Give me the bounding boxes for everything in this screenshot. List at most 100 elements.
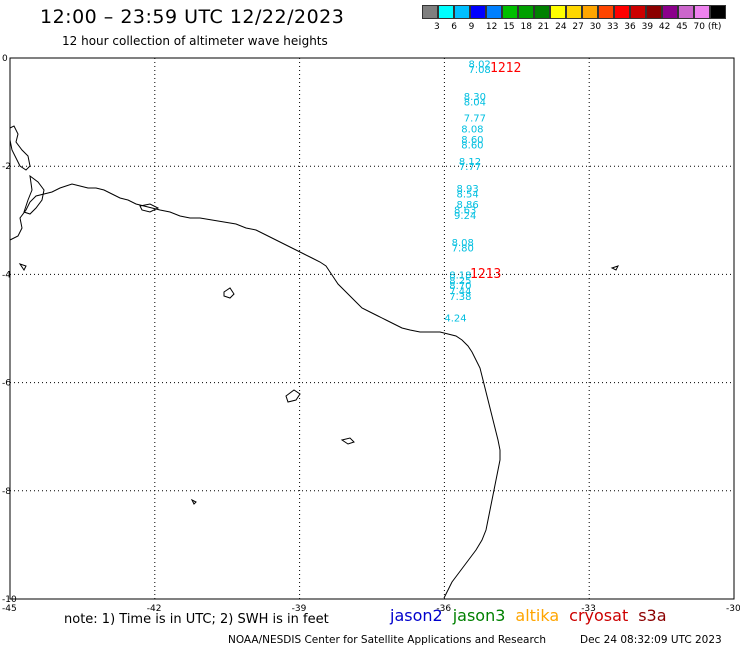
latitude-tick-label: -8 bbox=[2, 487, 11, 497]
color-swatch bbox=[550, 5, 566, 19]
wave-height-value: 8.63 bbox=[454, 205, 476, 216]
island-outline bbox=[190, 498, 197, 505]
track-time-label: 1213 bbox=[470, 267, 501, 282]
color-swatch bbox=[454, 5, 470, 19]
wave-height-value: 8.60 bbox=[461, 141, 483, 152]
color-scale-label: 21 bbox=[537, 22, 550, 32]
island-outline bbox=[610, 265, 619, 271]
color-scale-label: 36 bbox=[624, 22, 636, 32]
wave-height-value: 8.18 bbox=[449, 270, 471, 281]
wave-height-value: 4.24 bbox=[444, 314, 466, 325]
island-outline bbox=[9, 125, 31, 171]
chart-subtitle: 12 hour collection of altimeter wave hei… bbox=[62, 34, 328, 48]
color-scale-label: 9 bbox=[468, 22, 475, 32]
credit-line: NOAA/NESDIS Center for Satellite Applica… bbox=[228, 634, 722, 646]
color-scale-label: 24 bbox=[555, 22, 567, 32]
color-scale-label: 45 bbox=[676, 22, 688, 32]
wave-height-value: 8.30 bbox=[464, 92, 486, 103]
wave-height-value: 7.77 bbox=[464, 114, 486, 125]
chart-title: 12:00 – 23:59 UTC 12/22/2023 bbox=[40, 6, 345, 28]
map-frame bbox=[9, 57, 735, 600]
wave-height-labels: 8.027.088.308.047.778.088.608.608.127.77… bbox=[444, 59, 490, 324]
island-outline bbox=[285, 389, 301, 403]
color-swatch bbox=[646, 5, 662, 19]
color-scale-label: 39 bbox=[641, 22, 654, 32]
wave-height-value: 8.86 bbox=[456, 200, 478, 211]
color-scale-label: 42 bbox=[658, 22, 671, 32]
latitude-labels: 0 -2 -4 -6 -8 -10 bbox=[2, 54, 17, 605]
longitude-tick-label: -30 bbox=[726, 604, 740, 614]
latitude-tick-label: -10 bbox=[2, 595, 17, 605]
latitude-tick-label: -6 bbox=[2, 379, 11, 389]
color-swatch bbox=[598, 5, 614, 19]
island-outline bbox=[340, 437, 355, 445]
color-swatch bbox=[486, 5, 502, 19]
color-scale-label: 27 bbox=[572, 22, 584, 32]
legend-entry: altika bbox=[515, 606, 560, 625]
wave-height-value: 8.54 bbox=[456, 189, 478, 200]
wave-height-value: 8.02 bbox=[469, 59, 491, 70]
color-swatch bbox=[470, 5, 486, 19]
longitude-tick-label: -39 bbox=[292, 604, 307, 614]
color-scale-label: 15 bbox=[503, 22, 515, 32]
longitude-labels: -45 -42 -39 -36 -33 -30 bbox=[2, 604, 740, 614]
wave-height-value: 8.04 bbox=[464, 97, 486, 108]
wave-height-value: 7.77 bbox=[459, 162, 481, 173]
color-swatch bbox=[614, 5, 630, 19]
longitude-tick-label: -42 bbox=[147, 604, 162, 614]
color-swatch bbox=[534, 5, 550, 19]
wave-height-value: 8.93 bbox=[456, 184, 478, 195]
color-scale-label: 30 bbox=[589, 22, 602, 32]
coastline bbox=[9, 183, 501, 599]
color-swatch bbox=[710, 5, 726, 19]
legend-entry: s3a bbox=[638, 606, 667, 625]
map-grid bbox=[10, 58, 734, 599]
color-swatch bbox=[678, 5, 694, 19]
color-scale-bar bbox=[422, 5, 726, 19]
color-swatch bbox=[694, 5, 710, 19]
wave-height-value: 7.44 bbox=[449, 287, 471, 298]
credit-text: NOAA/NESDIS Center for Satellite Applica… bbox=[228, 634, 546, 646]
color-swatch bbox=[438, 5, 454, 19]
wave-height-value: 9.24 bbox=[454, 211, 476, 222]
legend-entry: cryosat bbox=[569, 606, 629, 625]
color-scale-label: 33 bbox=[607, 22, 619, 32]
color-swatch bbox=[502, 5, 518, 19]
island-outline bbox=[139, 203, 160, 213]
longitude-tick-label: -45 bbox=[2, 604, 17, 614]
color-scale-labels: 3 6 9 12 15 18 21 24 27 30 33 36 39 42 45 70 (ft) bbox=[422, 22, 740, 34]
color-swatch bbox=[582, 5, 598, 19]
wave-height-value: 7.38 bbox=[449, 292, 471, 303]
wave-height-value: 8.25 bbox=[449, 276, 471, 287]
longitude-tick-label: -33 bbox=[581, 604, 596, 614]
latitude-tick-label: -4 bbox=[2, 270, 11, 280]
wave-height-value: 8.12 bbox=[459, 157, 481, 168]
wave-height-value: 7.08 bbox=[469, 65, 491, 76]
wave-height-value: 8.08 bbox=[452, 238, 474, 249]
timestamp: Dec 24 08:32:09 UTC 2023 bbox=[580, 634, 722, 646]
wave-height-value: 8.60 bbox=[461, 135, 483, 146]
color-swatch bbox=[566, 5, 582, 19]
color-scale-label: 18 bbox=[520, 22, 532, 32]
color-swatch bbox=[630, 5, 646, 19]
footnote: note: 1) Time is in UTC; 2) SWH is in fe… bbox=[64, 612, 329, 627]
wave-height-value: 8.70 bbox=[449, 281, 471, 292]
color-scale-label: 12 bbox=[485, 22, 498, 32]
color-scale-label: 6 bbox=[451, 22, 458, 32]
color-scale-label: 3 bbox=[434, 22, 440, 32]
color-swatch bbox=[662, 5, 678, 19]
island-outline bbox=[223, 287, 235, 299]
island-outline bbox=[18, 263, 27, 271]
longitude-tick-label: -36 bbox=[436, 604, 451, 614]
legend-entry: jason2 bbox=[390, 606, 443, 625]
latitude-tick-label: -2 bbox=[2, 162, 11, 172]
color-scale-label: 70 (ft) bbox=[693, 22, 722, 32]
legend-entry: jason3 bbox=[452, 606, 506, 625]
satellite-legend: jason2 jason3 altika cryosat s3a bbox=[390, 606, 677, 625]
wave-height-value: 8.08 bbox=[461, 124, 483, 135]
wave-height-value: 7.80 bbox=[452, 243, 474, 254]
color-swatch bbox=[518, 5, 534, 19]
latitude-tick-label: 0 bbox=[2, 54, 8, 64]
island-outline bbox=[23, 174, 45, 215]
